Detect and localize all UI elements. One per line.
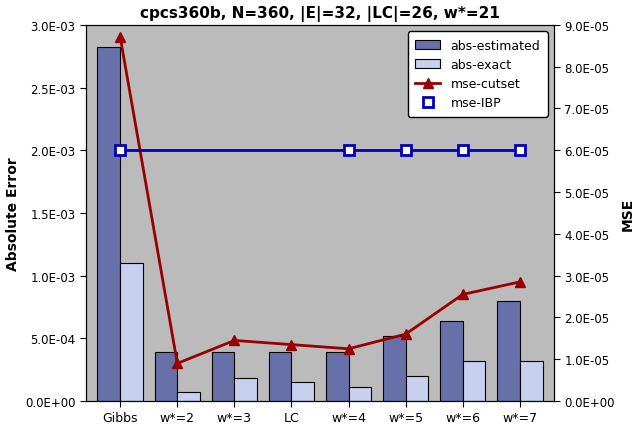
- Bar: [234, 378, 257, 401]
- Bar: [440, 321, 463, 401]
- mse-IBP: [116, 148, 124, 154]
- Bar: [291, 382, 314, 401]
- Bar: [520, 361, 543, 401]
- Bar: [463, 361, 486, 401]
- Bar: [212, 352, 234, 401]
- mse-cutset: [345, 347, 353, 352]
- Bar: [326, 352, 349, 401]
- Y-axis label: Absolute Error: Absolute Error: [6, 157, 20, 270]
- Bar: [497, 301, 520, 401]
- mse-cutset: [402, 332, 410, 337]
- Line: mse-IBP: mse-IBP: [115, 146, 525, 156]
- mse-IBP: [516, 148, 524, 154]
- Bar: [154, 352, 177, 401]
- mse-cutset: [116, 36, 124, 41]
- mse-cutset: [173, 361, 181, 366]
- mse-IBP: [402, 148, 410, 154]
- Line: mse-cutset: mse-cutset: [115, 34, 525, 369]
- Legend: abs-estimated, abs-exact, mse-cutset, mse-IBP: abs-estimated, abs-exact, mse-cutset, ms…: [408, 32, 548, 118]
- Bar: [177, 392, 200, 401]
- mse-IBP: [345, 148, 353, 154]
- Bar: [383, 336, 406, 401]
- mse-cutset: [459, 292, 467, 298]
- Bar: [120, 264, 143, 401]
- Y-axis label: MSE: MSE: [620, 197, 634, 230]
- Bar: [97, 48, 120, 401]
- mse-cutset: [287, 342, 295, 347]
- Bar: [269, 352, 291, 401]
- mse-cutset: [230, 338, 238, 343]
- Bar: [349, 387, 371, 401]
- Bar: [406, 376, 428, 401]
- mse-IBP: [459, 148, 467, 154]
- mse-cutset: [516, 280, 524, 285]
- Title: cpcs360b, N=360, |E|=32, |LC|=26, w*=21: cpcs360b, N=360, |E|=32, |LC|=26, w*=21: [140, 6, 500, 22]
